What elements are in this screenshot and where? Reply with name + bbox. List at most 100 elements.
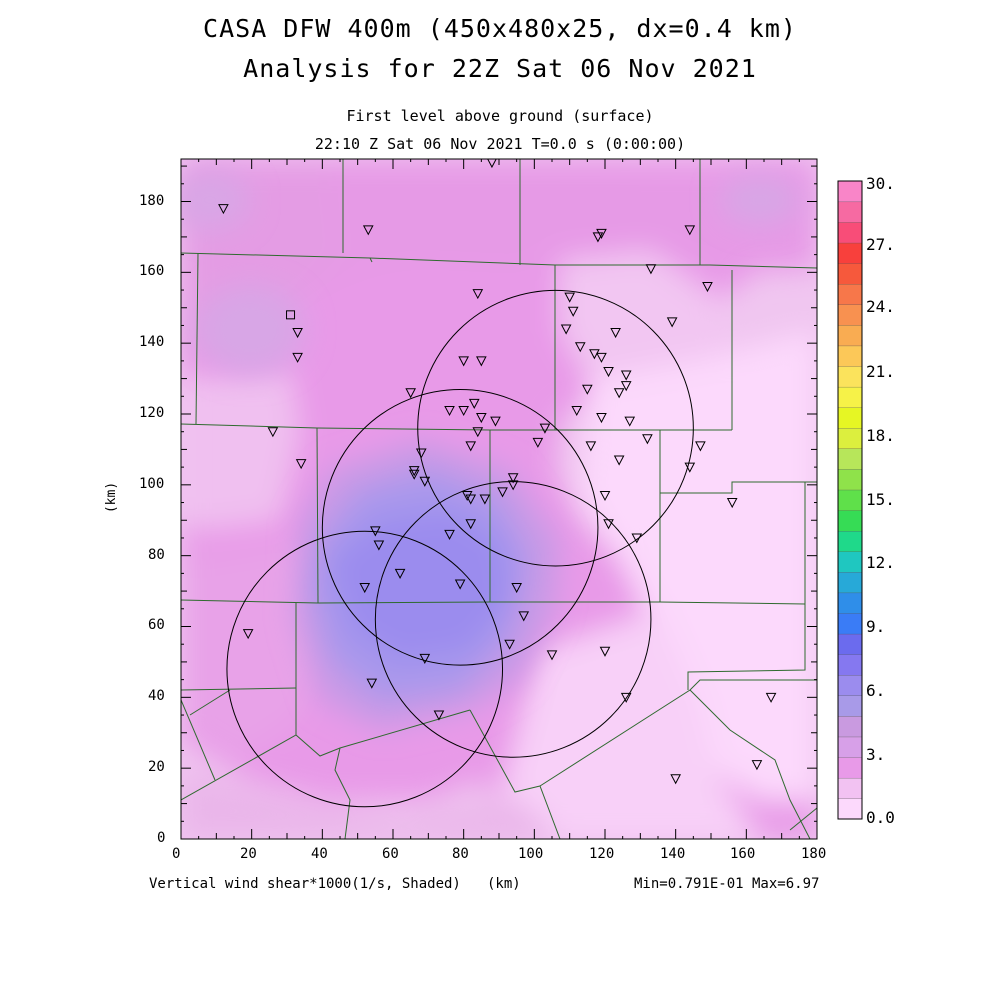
colorbar-swatch <box>837 530 863 552</box>
field-band-0b <box>500 610 760 839</box>
station-marker <box>603 519 614 530</box>
colorbar-swatch <box>837 222 863 244</box>
stations <box>218 159 777 785</box>
county-line <box>469 709 561 839</box>
colorbar-swatch <box>837 695 863 717</box>
station-marker <box>751 760 763 771</box>
y-tick-label: 60 <box>148 617 165 633</box>
y-tick-label: 0 <box>157 830 166 846</box>
station-marker <box>670 774 681 785</box>
colorbar-swatch <box>837 715 863 738</box>
x-tick-label: 140 <box>660 846 686 862</box>
station-marker <box>419 653 431 664</box>
field-band-2 <box>181 540 330 760</box>
station-marker <box>415 448 427 459</box>
station-marker <box>564 292 575 303</box>
county-line <box>195 252 199 425</box>
colorbar-swatch <box>837 180 863 203</box>
station-marker <box>666 317 678 328</box>
y-tick-label: 80 <box>148 547 165 563</box>
colorbar-label: 0.0 <box>866 808 895 827</box>
field-blob-c <box>720 175 800 225</box>
station-marker <box>684 462 696 473</box>
station-marker <box>433 710 445 721</box>
county-line <box>181 709 471 801</box>
colorbar-swatch <box>837 674 863 696</box>
station-marker <box>603 367 614 378</box>
station-marker <box>620 692 632 703</box>
y-axis-label: (km) <box>104 481 120 514</box>
colorbar-swatch <box>837 324 863 347</box>
field-label: Vertical wind shear*1000(1/s, Shaded) <box>149 876 461 892</box>
station-marker <box>695 441 706 452</box>
y-tick-label: 100 <box>139 476 165 492</box>
title-line-1: CASA DFW 400m (450x480x25, dx=0.4 km) <box>203 14 797 43</box>
station-marker <box>507 473 519 484</box>
station-marker <box>567 306 579 317</box>
colorbar-label: 9. <box>866 617 886 636</box>
station-marker <box>366 678 378 689</box>
y-tick-label: 180 <box>139 193 165 209</box>
colorbar-swatch <box>837 263 863 285</box>
field-band-0 <box>580 330 817 800</box>
station-marker <box>444 405 455 417</box>
colorbar-swatch <box>837 551 863 573</box>
station-marker <box>458 405 469 417</box>
colorbar-swatch <box>837 592 863 614</box>
radar-ring <box>321 389 599 666</box>
colorbar-label: 24. <box>866 297 895 316</box>
station-marker <box>373 540 385 551</box>
station-marker <box>465 494 477 505</box>
county-line <box>334 747 351 839</box>
station-marker <box>599 490 611 502</box>
station-marker <box>370 526 381 537</box>
station-marker <box>518 611 530 622</box>
colorbar-swatch <box>837 489 863 511</box>
colorbar-swatch <box>837 427 863 449</box>
station-marker <box>479 494 491 505</box>
station-marker <box>504 639 515 650</box>
station-marker <box>408 466 420 477</box>
station-marker <box>454 579 466 590</box>
x-tick-label: 60 <box>382 846 399 862</box>
station-marker <box>408 469 420 480</box>
x-tick-label: 100 <box>518 846 544 862</box>
station-marker <box>620 381 632 392</box>
county-line <box>181 599 806 605</box>
colorbar-label: 12. <box>866 553 895 572</box>
min-max-label: Min=0.791E-01 Max=6.97 <box>634 876 820 892</box>
station-marker <box>511 583 522 594</box>
y-tick-label: 140 <box>139 334 165 350</box>
colorbar-swatch <box>837 736 863 758</box>
station-marker <box>642 434 653 445</box>
field-blob-a <box>181 170 250 230</box>
county-line <box>369 257 373 263</box>
station-marker <box>589 349 600 360</box>
station-marker <box>546 650 558 661</box>
colorbar-label: 6. <box>866 681 886 700</box>
colorbar-swatch <box>837 613 863 635</box>
station-marker <box>362 225 374 236</box>
station-marker <box>726 498 738 509</box>
station-marker <box>624 416 636 427</box>
station-marker <box>620 370 632 381</box>
x-tick-label: 40 <box>311 846 328 862</box>
colorbar-swatch <box>837 386 863 408</box>
station-marker <box>292 352 303 363</box>
county-line <box>316 427 319 604</box>
station-marker <box>444 529 455 540</box>
field-band-1c <box>181 770 560 839</box>
county-line <box>189 689 231 716</box>
station-marker <box>645 264 657 275</box>
x-axis-ticks <box>180 159 818 839</box>
station-marker <box>532 437 544 448</box>
station-marker <box>405 388 416 399</box>
field-blob-b <box>195 285 305 375</box>
station-marker <box>295 459 307 470</box>
colorbar-swatch <box>837 283 863 305</box>
county-line <box>539 679 817 787</box>
station-marker <box>419 476 431 487</box>
station-marker <box>292 328 303 339</box>
county-line <box>181 687 297 691</box>
